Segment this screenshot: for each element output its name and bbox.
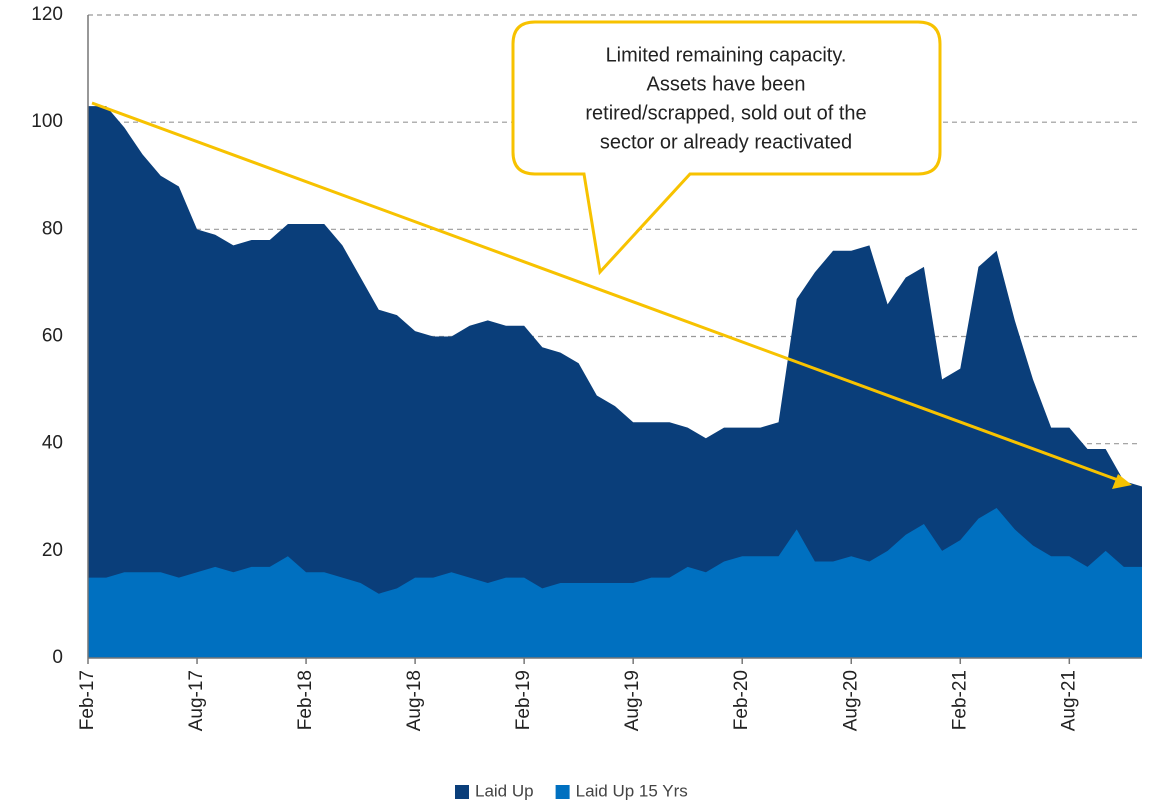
axes: 0 20 40 60 80 100 120 Feb-17 Aug-17 Feb-18 Aug-18 F… <box>31 4 1142 731</box>
y-tick-label: 20 <box>42 540 63 561</box>
annotation-line: Assets have been <box>647 73 806 95</box>
area <box>88 106 1142 658</box>
y-tick-label: 0 <box>52 647 63 668</box>
callout-text: Limited remaining capacity. Assets have b… <box>585 44 866 153</box>
annotation-line: retired/scrapped, sold out of the <box>585 102 866 124</box>
x-tick-label: Aug-21 <box>1058 670 1079 731</box>
x-tick-label: Feb-19 <box>513 670 534 730</box>
trend-line <box>91 101 1119 482</box>
annotation-line: sector or already reactivated <box>600 131 852 153</box>
arrow-head <box>1112 474 1132 489</box>
x-tick-label: Aug-20 <box>840 670 861 731</box>
y-tick-label: 40 <box>42 433 63 454</box>
areas <box>88 106 1142 658</box>
x-tick-label: Aug-19 <box>622 670 643 731</box>
y-tick-label: 120 <box>31 4 63 25</box>
legend: Laid Up Laid Up 15 Yrs <box>455 781 688 800</box>
x-tick-label: Feb-17 <box>77 670 98 730</box>
area <box>88 507 1142 658</box>
x-tick-label: Feb-20 <box>731 670 752 730</box>
legend-swatch <box>455 785 469 799</box>
y-tick-label: 100 <box>31 111 63 132</box>
legend-swatch <box>555 785 570 799</box>
y-tick-label: 80 <box>42 218 63 239</box>
callout-box <box>511 20 942 276</box>
legend-label: Laid Up <box>475 781 534 800</box>
x-tick-label: Feb-21 <box>949 670 970 730</box>
x-tick-label: Feb-18 <box>295 670 316 730</box>
y-tick-label: 60 <box>42 326 63 347</box>
trend-arrow <box>91 101 1132 489</box>
x-tick-label: Aug-18 <box>404 670 425 731</box>
x-tick-label: Aug-17 <box>186 670 207 731</box>
legend-label: Laid Up 15 Yrs <box>576 781 688 800</box>
annotation-line: Limited remaining capacity. <box>606 44 847 66</box>
